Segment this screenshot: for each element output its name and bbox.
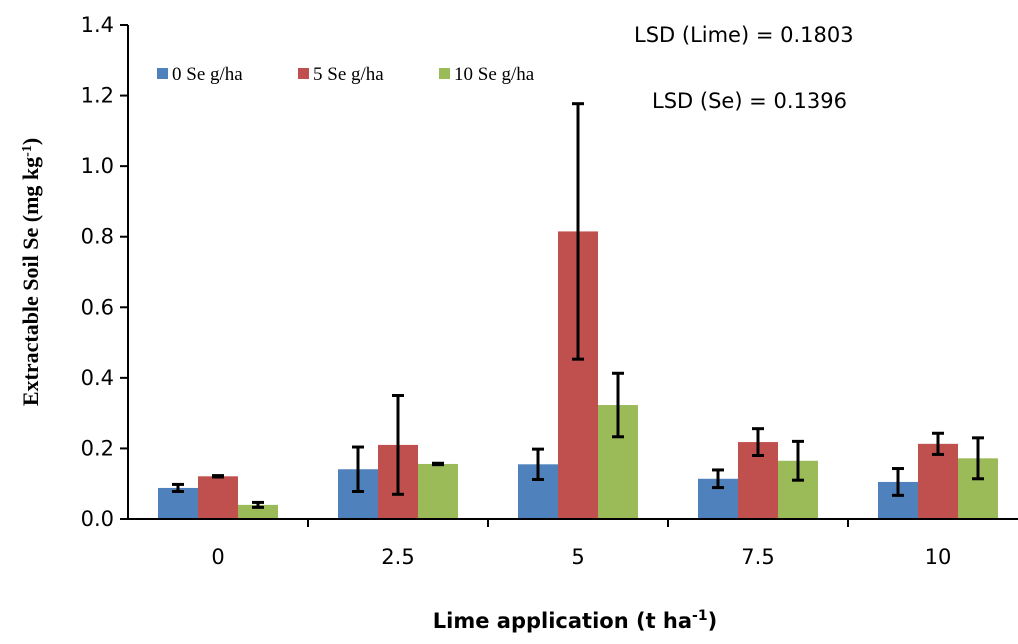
bar-s0-c0	[158, 487, 198, 519]
x-axis-title-sup: -1	[692, 608, 708, 624]
x-tick-label-2: 5	[571, 545, 584, 569]
legend-swatch-0	[157, 68, 168, 79]
x-tick-label-0: 0	[211, 545, 224, 569]
legend: 0 Se g/ha 5 Se g/ha 10 Se g/ha	[157, 64, 535, 85]
x-tick-label-4: 10	[925, 545, 952, 569]
y-tick-label-1: 0.2	[81, 436, 114, 460]
y-tick-label-3: 0.6	[81, 295, 114, 319]
lsd-se-annotation: LSD (Se) = 0.1396	[652, 89, 847, 113]
y-tick-label-2: 0.4	[81, 366, 114, 390]
y-tick-label-6: 1.2	[81, 84, 114, 108]
x-axis-title-tail: )	[708, 609, 718, 633]
x-tick-label-1: 2.5	[381, 545, 414, 569]
legend-swatch-1	[298, 68, 309, 79]
x-tick-label-3: 7.5	[741, 545, 774, 569]
y-tick-label-0: 0.0	[81, 507, 114, 531]
y-axis-title-tail: )	[18, 138, 43, 145]
y-axis-title-sup: -1	[20, 145, 35, 157]
lsd-lime-annotation: LSD (Lime) = 0.1803	[634, 23, 854, 47]
errorbars-layer	[172, 102, 984, 509]
legend-label-0: 0 Se g/ha	[172, 64, 243, 85]
bar-s1-c4	[918, 443, 958, 519]
axes-layer: 0.0 0.2 0.4 0.6 0.8 1.0 1.2 1.4 0 2.5 5 7.5 10	[81, 13, 1018, 569]
bars-layer	[158, 231, 998, 519]
legend-swatch-2	[439, 68, 450, 79]
y-tick-label-5: 1.0	[81, 154, 114, 178]
bar-s2-c1	[418, 463, 458, 519]
x-axis-title: Lime application (t ha-1)	[433, 608, 717, 633]
y-axis-title: Extractable Soil Se (mg kg-1)	[18, 138, 43, 406]
y-tick-label-7: 1.4	[81, 13, 114, 37]
legend-label-2: 10 Se g/ha	[454, 64, 535, 85]
bar-s2-c0	[238, 504, 278, 519]
x-axis-title-main: Lime application (t ha	[433, 609, 692, 633]
bar-s1-c0	[198, 476, 238, 519]
y-tick-label-4: 0.8	[81, 225, 114, 249]
legend-label-1: 5 Se g/ha	[313, 64, 384, 85]
y-axis-title-main: Extractable Soil Se (mg kg	[18, 157, 43, 406]
